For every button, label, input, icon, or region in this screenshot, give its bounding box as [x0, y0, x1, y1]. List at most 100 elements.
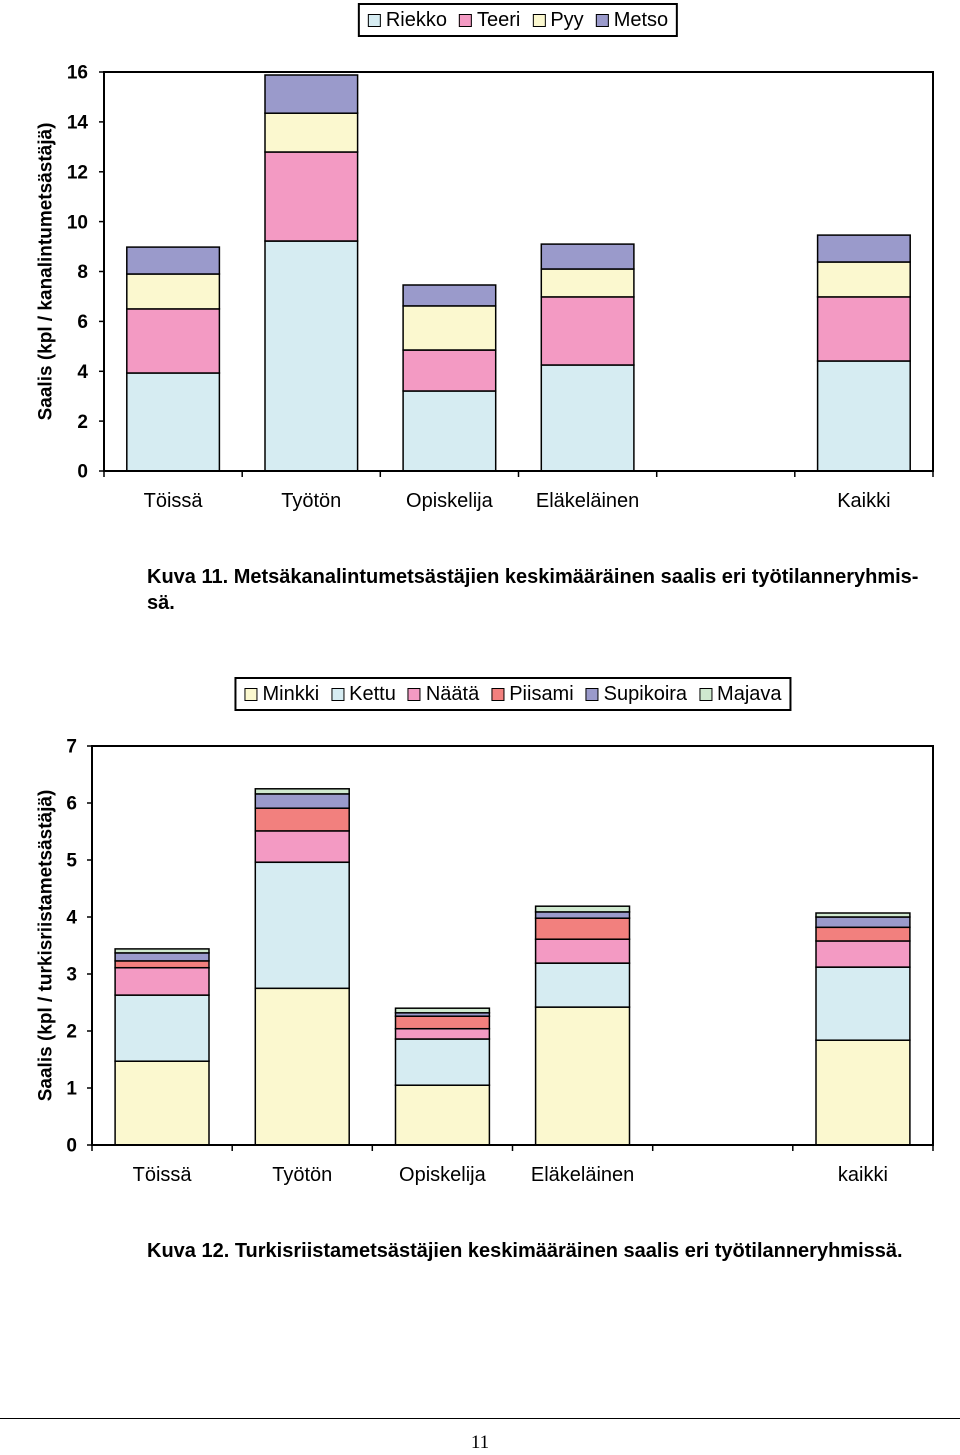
chart-fur-game-catch: Töissä Työtön Opiskelija Eläkeläinen kaikki 0…	[36, 737, 934, 1186]
chart1-bar-riekko-opiskelija	[402, 390, 497, 472]
chart1-x-label-opiskelija: Opiskelija	[406, 490, 494, 512]
chart1-legend-item-riekko: Riekko	[367, 9, 447, 31]
figure-11-caption: Kuva 11. Metsäkanalintumetsästäjien kesk…	[147, 564, 918, 616]
chart2-bar-supikoira-tyoton	[254, 793, 350, 809]
chart2-y-tick-label: 2	[66, 1022, 77, 1043]
chart1-legend-item-metso: Metso	[595, 9, 669, 31]
chart1-y-tick-label: 12	[67, 162, 88, 183]
chart1-legend-label-pyy: Pyy	[550, 9, 584, 31]
chart1-bar-metso-elakelainen	[540, 243, 635, 270]
chart2-bar-minkki-opiskelija	[394, 1084, 491, 1146]
chart1-legend-swatch-metso	[595, 13, 609, 27]
chart1-y-tick-label: 10	[67, 212, 88, 233]
chart1-bar-teeri-toissa	[126, 308, 221, 374]
chart2-y-axis-title: Saalis (kpl / turkisriistametsästäjä)	[36, 790, 57, 1102]
chart1-legend-swatch-teeri	[458, 13, 472, 27]
chart2-bar-piisami-tyoton	[254, 807, 350, 832]
chart2-bar-kettu-tyoton	[254, 861, 350, 990]
chart2-legend-swatch-supikoira	[585, 687, 599, 701]
chart2-bar-naata-elakelainen	[534, 938, 631, 964]
chart2-legend-item-piisami: Piisami	[491, 683, 574, 705]
chart1-bar-metso-opiskelija	[402, 284, 497, 307]
chart2-bar-naata-tyoton	[254, 830, 350, 863]
chart2-x-label-opiskelija: Opiskelija	[399, 1164, 487, 1186]
figure-12-caption: Kuva 12. Turkisriistametsästäjien keskim…	[147, 1238, 903, 1264]
chart1-y-tick-label: 6	[77, 312, 88, 333]
chart1-bar-metso-toissa	[126, 246, 221, 275]
chart2-legend-label-minkki: Minkki	[262, 683, 320, 705]
chart2-x-label-tyoton: Työtön	[272, 1164, 332, 1186]
chart1-bar-riekko-elakelainen	[540, 364, 635, 472]
chart2-bar-piisami-elakelainen	[534, 917, 631, 940]
chart2-bar-minkki-tyoton	[254, 987, 350, 1146]
chart2-bar-majava-kaikki	[815, 912, 911, 918]
chart2-bar-kettu-opiskelija	[394, 1038, 491, 1086]
page-number: 11	[470, 1432, 490, 1453]
chart2-legend-swatch-minkki	[244, 687, 258, 701]
chart1-bar-pyy-toissa	[126, 273, 221, 310]
chart1-legend-label-metso: Metso	[613, 9, 669, 31]
chart1-legend-item-pyy: Pyy	[532, 9, 584, 31]
chart1-x-label-kaikki: Kaikki	[837, 490, 890, 512]
chart2-y-tick-label: 6	[66, 794, 77, 815]
chart1-bar-teeri-tyoton	[264, 151, 359, 242]
chart2-bar-minkki-elakelainen	[534, 1006, 631, 1146]
chart1-x-label-toissa: Töissä	[144, 490, 204, 512]
chart2-bar-piisami-toissa	[114, 960, 210, 969]
figure-12-caption-line-1: Kuva 12. Turkisriistametsästäjien keskim…	[147, 1240, 903, 1262]
chart2-y-tick-label: 7	[66, 737, 77, 758]
chart2-legend: Minkki Kettu Näätä Piisami Supikoira Majava	[234, 677, 792, 711]
chart2-x-label-toissa: Töissä	[133, 1164, 193, 1186]
chart-game-bird-catch: Töissä Työtön Opiskelija Eläkeläinen Kaikki 0…	[36, 63, 934, 512]
chart2-bar-majava-tyoton	[254, 788, 350, 795]
chart1-plot-frame	[103, 71, 934, 472]
chart2-x-label-elakelainen: Eläkeläinen	[531, 1164, 634, 1186]
chart2-legend-label-naata: Näätä	[425, 683, 480, 705]
chart2-bar-minkki-toissa	[114, 1060, 210, 1146]
chart1-y-tick-label: 14	[67, 113, 89, 134]
chart1-legend-label-teeri: Teeri	[476, 9, 521, 31]
chart2-bar-naata-opiskelija	[394, 1027, 491, 1040]
chart1-legend-label-riekko: Riekko	[385, 9, 447, 31]
chart1-bar-pyy-kaikki	[816, 261, 911, 298]
chart1-bar-metso-tyoton	[264, 74, 359, 114]
chart2-legend-item-supikoira: Supikoira	[585, 683, 688, 705]
chart2-bar-majava-toissa	[114, 948, 210, 954]
chart1-y-tick-label: 8	[77, 262, 88, 283]
chart1-y-axis-title: Saalis (kpl / kanalintumetsästäjä)	[36, 123, 57, 421]
chart1-x-label-tyoton: Työtön	[281, 490, 341, 512]
chart1-x-label-elakelainen: Eläkeläinen	[536, 490, 639, 512]
chart2-bar-naata-toissa	[114, 966, 210, 996]
chart2-legend-swatch-piisami	[491, 687, 505, 701]
chart2-bar-majava-opiskelija	[394, 1007, 491, 1014]
chart2-legend-swatch-majava	[699, 687, 713, 701]
chart1-bar-teeri-kaikki	[816, 296, 911, 362]
chart1-bar-metso-kaikki	[816, 234, 911, 263]
chart2-legend-label-majava: Majava	[717, 683, 782, 705]
chart1-bar-pyy-elakelainen	[540, 268, 635, 298]
chart2-bar-minkki-kaikki	[815, 1039, 911, 1146]
chart2-legend-label-piisami: Piisami	[509, 683, 574, 705]
chart2-y-tick-label: 3	[66, 965, 77, 986]
chart2-bar-piisami-opiskelija	[394, 1015, 491, 1030]
chart2-y-tick-label: 4	[66, 908, 77, 929]
chart1-y-tick-label: 4	[77, 362, 88, 383]
figure-11-caption-line-2: sä.	[147, 592, 175, 614]
chart2-bar-supikoira-kaikki	[815, 916, 911, 929]
chart2-bar-kettu-toissa	[114, 994, 210, 1062]
chart1-bar-pyy-tyoton	[264, 112, 359, 153]
chart1-bar-riekko-tyoton	[264, 240, 359, 472]
chart1-bar-riekko-kaikki	[816, 360, 911, 472]
chart1-legend-swatch-riekko	[367, 13, 381, 27]
chart2-legend-label-supikoira: Supikoira	[603, 683, 688, 705]
chart2-bar-kettu-elakelainen	[534, 962, 631, 1008]
chart2-bar-majava-elakelainen	[534, 905, 631, 913]
chart1-legend-swatch-pyy	[532, 13, 546, 27]
chart2-legend-swatch-naata	[407, 687, 421, 701]
chart2-bar-naata-kaikki	[815, 940, 911, 968]
chart2-legend-item-naata: Näätä	[407, 683, 480, 705]
chart1-bar-teeri-elakelainen	[540, 296, 635, 366]
chart2-legend-swatch-kettu	[331, 687, 345, 701]
chart1-bar-riekko-toissa	[126, 372, 221, 472]
